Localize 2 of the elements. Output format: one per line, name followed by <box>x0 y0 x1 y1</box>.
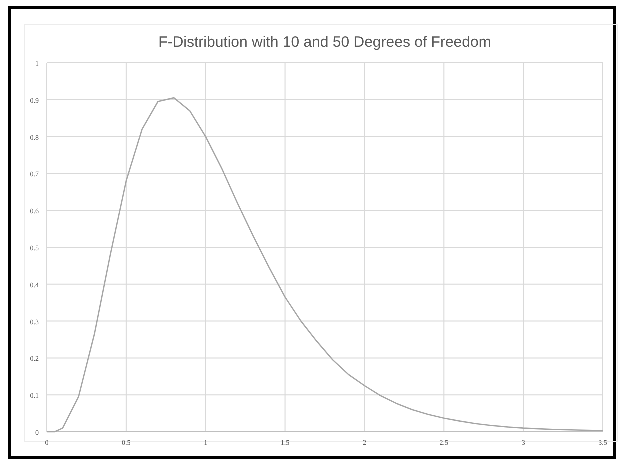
chart-title: F-Distribution with 10 and 50 Degrees of Freedom <box>158 34 492 51</box>
line-series <box>46 97 604 433</box>
